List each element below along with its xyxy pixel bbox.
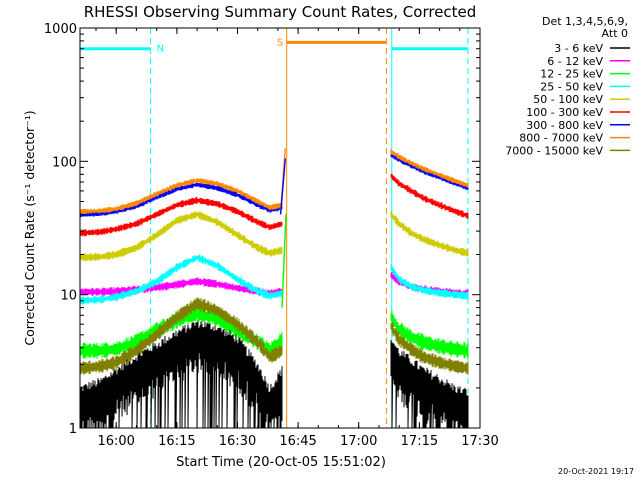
y-axis-label: Corrected Count Rate (s⁻¹ detector⁻¹) <box>22 110 37 345</box>
x-tick-label-3: 16:30 <box>219 434 256 449</box>
spike-2 <box>279 158 286 215</box>
y-tick-label-1: 1 <box>69 422 77 437</box>
spike-3 <box>281 214 287 308</box>
marker-2: S <box>277 28 387 428</box>
legend-label-6: 100 - 300 keV <box>526 106 603 119</box>
axis-layer: 16:00 16:15 16:30 16:45 17:00 17:15 17:30 1 10 10… <box>44 22 499 449</box>
legend-header-2: Att 0 <box>602 27 628 40</box>
y-tick-label-4: 1000 <box>44 22 77 37</box>
marker-2-label: S <box>277 37 283 48</box>
legend-label-3: 12 - 25 keV <box>540 68 603 81</box>
x-axis-label: Start Time (20-Oct-05 15:51:02) <box>176 455 386 470</box>
marker-1-label: N <box>157 44 164 55</box>
legend-label-1: 3 - 6 keV <box>554 42 603 55</box>
x-tick-label-6: 17:15 <box>401 434 438 449</box>
y-tick-label-3: 100 <box>52 155 77 170</box>
plot-frame <box>79 27 481 429</box>
legend-header-1: Det 1,3,4,5,6,9, <box>542 15 628 28</box>
series-9 <box>79 297 469 375</box>
series-8-segment-a <box>79 178 283 215</box>
series-6-segment-b <box>390 173 469 219</box>
series-1-segment-a <box>79 319 283 429</box>
y-tick-label-2: 10 <box>60 289 77 304</box>
series-5 <box>79 211 469 262</box>
series-3-segment-b <box>390 310 469 359</box>
x-tick-label-7: 17:30 <box>461 434 498 449</box>
series-4 <box>79 254 469 305</box>
series-layer <box>79 148 469 429</box>
series-8 <box>79 149 469 215</box>
series-7-segment-a <box>79 182 283 218</box>
series-5-segment-b <box>390 211 469 257</box>
series-1 <box>79 319 469 429</box>
legend-label-2: 6 - 12 keV <box>547 55 603 68</box>
x-tick-label-5: 17:00 <box>340 434 377 449</box>
series-9-segment-a <box>79 297 283 375</box>
series-9-segment-b <box>390 322 469 375</box>
legend-label-9: 7000 - 15000 keV <box>505 144 603 157</box>
series-5-segment-a <box>79 211 283 262</box>
legend-label-8: 800 - 7000 keV <box>519 132 603 145</box>
x-tick-label-1: 16:00 <box>97 434 134 449</box>
legend-label-5: 50 - 100 keV <box>533 93 603 106</box>
legend-label-7: 300 - 800 keV <box>526 119 603 132</box>
series-4-segment-b <box>390 264 469 300</box>
series-8-segment-b <box>390 149 469 188</box>
series-4-segment-a <box>79 254 283 305</box>
legend-label-4: 25 - 50 keV <box>540 80 603 93</box>
series-6 <box>79 173 469 237</box>
x-tick-label-4: 16:45 <box>279 434 316 449</box>
render-timestamp: 20-Oct-2021 19:17 <box>558 467 634 476</box>
chart-title: RHESSI Observing Summary Count Rates, Co… <box>84 3 477 21</box>
series-6-segment-a <box>79 197 283 237</box>
x-tick-label-2: 16:15 <box>158 434 195 449</box>
series-1-segment-b <box>390 340 469 429</box>
